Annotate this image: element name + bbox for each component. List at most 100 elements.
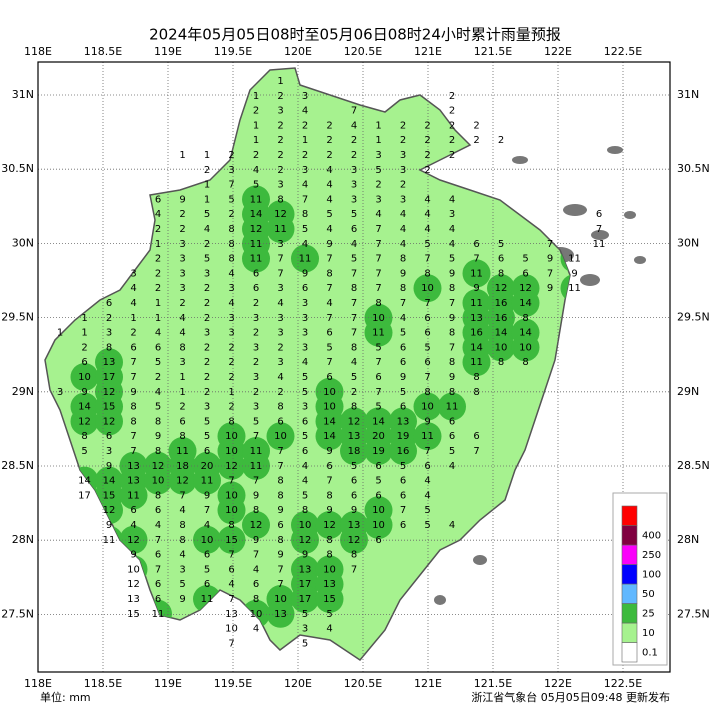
station-value: 11: [470, 298, 483, 309]
station-value: 4: [326, 165, 332, 176]
station-value: 12: [274, 209, 287, 220]
station-value: 4: [326, 180, 332, 191]
station-value: 7: [375, 357, 381, 368]
station-value: 5: [351, 372, 357, 383]
station-value: 12: [225, 461, 238, 472]
station-value: 9: [473, 283, 479, 294]
station-value: 2: [351, 150, 357, 161]
station-value: 10: [225, 446, 238, 457]
station-value: 7: [424, 298, 430, 309]
station-value: 14: [103, 476, 116, 487]
station-value: 10: [372, 505, 385, 516]
rain-patch: [217, 525, 246, 554]
station-value: 9: [400, 372, 406, 383]
station-value: 6: [106, 431, 112, 442]
station-value: 6: [155, 342, 161, 353]
station-value: 3: [179, 239, 185, 250]
rain-patch: [315, 511, 344, 539]
station-value: 10: [274, 431, 287, 442]
station-value: 7: [155, 564, 161, 575]
station-value: 19: [397, 431, 410, 442]
station-value: 8: [277, 476, 283, 487]
station-value: 7: [228, 638, 234, 649]
station-value: 3: [277, 328, 283, 339]
station-value: 6: [277, 416, 283, 427]
station-value: 2: [424, 165, 430, 176]
station-value: 4: [277, 298, 283, 309]
station-value: 14: [519, 328, 532, 339]
station-value: 20: [372, 431, 385, 442]
station-value: 3: [277, 283, 283, 294]
station-value: 6: [424, 357, 430, 368]
station-value: 6: [400, 520, 406, 531]
station-value: 5: [424, 505, 430, 516]
station-value: 8: [106, 342, 112, 353]
station-value: 11: [250, 254, 263, 265]
station-value: 1: [155, 298, 161, 309]
station-value: 7: [277, 564, 283, 575]
station-value: 8: [277, 194, 283, 205]
rain-patch: [364, 511, 393, 539]
station-value: 9: [277, 550, 283, 561]
station-value: 5: [375, 165, 381, 176]
station-value: 2: [253, 387, 259, 398]
rain-patch: [364, 437, 393, 465]
station-value: 2: [228, 342, 234, 353]
rain-patch: [315, 422, 344, 451]
legend-label: 0.1: [642, 647, 658, 658]
station-value: 7: [375, 224, 381, 235]
station-value: 3: [277, 357, 283, 368]
station-value: 9: [326, 446, 332, 457]
station-value: 5: [302, 431, 308, 442]
station-value: 2: [204, 357, 210, 368]
station-value: 9: [106, 520, 112, 531]
rain-patch: [462, 259, 491, 288]
station-value: 4: [449, 194, 455, 205]
station-value: 2: [277, 91, 283, 102]
station-value: 2: [473, 120, 479, 131]
station-value: 8: [449, 328, 455, 339]
station-value: 6: [253, 579, 259, 590]
station-value: 7: [130, 431, 136, 442]
station-value: 10: [225, 505, 238, 516]
station-value: 10: [225, 490, 238, 501]
station-value: 3: [302, 328, 308, 339]
station-value: 2: [277, 150, 283, 161]
lon-label-bottom: 121.5E: [474, 677, 512, 690]
station-value: 9: [449, 268, 455, 279]
station-value: 12: [348, 416, 361, 427]
station-value: 10: [225, 624, 238, 635]
station-value: 3: [277, 239, 283, 250]
station-value: 2: [449, 150, 455, 161]
station-value: 14: [250, 209, 263, 220]
station-value: 2: [204, 165, 210, 176]
station-value: 20: [201, 461, 214, 472]
station-value: 7: [400, 505, 406, 516]
legend-swatch: [621, 525, 638, 546]
station-value: 7: [326, 476, 332, 487]
station-value: 4: [155, 520, 161, 531]
station-value: 11: [470, 357, 483, 368]
station-value: 5: [302, 387, 308, 398]
station-value: 4: [228, 579, 234, 590]
station-value: 4: [302, 180, 308, 191]
station-value: 5: [204, 416, 210, 427]
legend-swatch: [621, 564, 638, 585]
station-value: 8: [326, 268, 332, 279]
station-value: 1: [179, 150, 185, 161]
station-value: 4: [253, 564, 259, 575]
station-value: 2: [228, 372, 234, 383]
station-value: 6: [473, 431, 479, 442]
station-value: 7: [277, 254, 283, 265]
station-value: 12: [152, 461, 165, 472]
station-value: 3: [228, 283, 234, 294]
lat-label-right: 28N: [677, 533, 699, 546]
station-value: 8: [179, 342, 185, 353]
station-value: 8: [155, 416, 161, 427]
station-value: 3: [228, 328, 234, 339]
station-value: 6: [204, 446, 210, 457]
station-value: 5: [498, 239, 504, 250]
station-value: 14: [372, 416, 385, 427]
station-value: 5: [204, 209, 210, 220]
